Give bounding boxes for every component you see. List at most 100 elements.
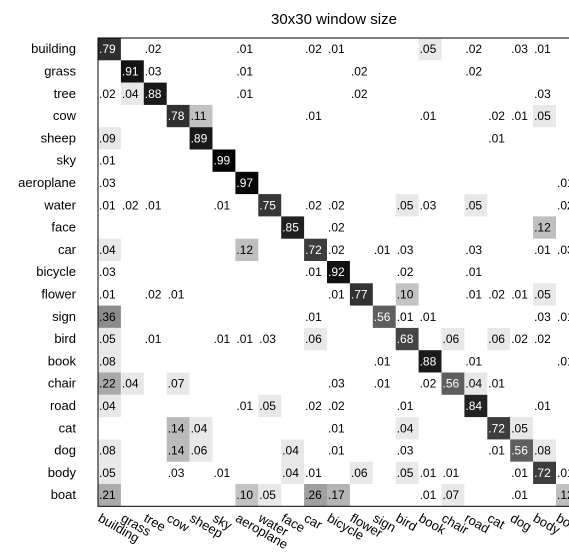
cell-value-label: .88 [145,87,162,101]
cell-value-label: .02 [99,87,116,101]
cell-value-label: .01 [511,466,528,480]
row-label: cat [59,420,77,435]
cell-value-label: .09 [99,131,116,145]
cell-value-label: .03 [397,444,414,458]
cell-value-label: .02 [511,332,528,346]
heatmap-cell [212,149,236,172]
cell-value-label: .01 [214,466,231,480]
cell-value-label: .08 [99,354,116,368]
cell-value-label: .01 [511,287,528,301]
heatmap-cell [441,484,465,507]
cell-value-label: .01 [328,287,345,301]
cell-value-label: .03 [328,377,345,391]
heatmap-cell [166,439,190,462]
heatmap-cell [349,283,373,306]
heatmap-cell [533,461,556,484]
cell-value-label: .01 [214,198,231,212]
cell-value-label: .05 [259,399,276,413]
heatmap-cell [189,439,213,462]
row-label: dog [54,443,76,458]
cell-value-label: .01 [397,399,414,413]
column-label: dog [508,510,534,534]
cell-value-label: .02 [145,42,162,56]
heatmap-cells: .79 .02 .01 .02 .01 .05 .02 .03 .01 .91 .03 .01 .02.… [98,38,569,507]
heatmap-cell [189,127,213,150]
heatmap-cell [120,82,144,105]
row-label: bicycle [36,264,76,279]
cell-value-label: .78 [168,109,185,123]
cell-value-label: .26 [305,488,322,502]
cell-value-label: .02 [351,87,368,101]
heatmap-cell [327,261,350,284]
cell-value-label: .56 [443,377,460,391]
cell-value-label: .04 [191,421,208,435]
cell-value-label: .68 [397,332,414,346]
cell-value-label: .01 [534,399,551,413]
heatmap-cell [235,484,259,507]
heatmap-cell [533,216,556,239]
matrix-frame [97,37,569,507]
cell-value-label: .77 [351,287,368,301]
cell-value-label: .01 [99,198,116,212]
cell-value-label: .02 [488,109,505,123]
cell-value-label: .01 [168,287,185,301]
heatmap-cell [189,104,213,128]
cell-value-label: .08 [99,444,116,458]
cell-value-label: .01 [145,332,162,346]
cell-value-label: .01 [557,176,569,190]
cell-value-label: .12 [236,243,253,257]
cell-value-label: .06 [443,332,460,346]
cell-value-label: .56 [511,444,528,458]
row-label: aeroplane [18,175,76,190]
heatmap-cell [98,350,121,373]
cell-value-label: .97 [236,176,253,190]
row-label: flower [41,286,76,301]
cell-value-label: .01 [305,466,322,480]
heatmap-cell [98,127,121,150]
cell-value-label: .05 [534,109,551,123]
chart-title: 30x30 window size [271,11,397,28]
cell-value-label: .02 [328,221,345,235]
cell-value-label: .03 [557,243,569,257]
row-label: car [58,242,77,257]
cell-value-label: .36 [99,310,116,324]
cell-value-label: .01 [420,109,437,123]
row-labels: building grass tree cow sheep sky aeroplane wat… [18,41,76,502]
heatmap-cell [98,439,121,462]
heatmap-cell [143,82,167,105]
cell-value-label: .01 [420,310,437,324]
cell-value-label: .03 [145,64,162,78]
heatmap-cell [98,372,121,395]
heatmap-cell [98,238,121,261]
cell-value-label: .01 [328,42,345,56]
row-label: road [50,398,76,413]
heatmap-cell [120,372,144,395]
cell-value-label: .01 [99,154,116,168]
heatmap-cell [98,461,121,484]
cell-value-label: .01 [99,287,116,301]
cell-value-label: .01 [488,444,505,458]
cell-value-label: .85 [282,221,299,235]
cell-value-label: .02 [328,399,345,413]
cell-value-label: .75 [259,198,276,212]
heatmap-cell [418,38,442,61]
cell-value-label: .01 [305,265,322,279]
cell-value-label: .05 [420,42,437,56]
row-label: boat [51,487,77,502]
cell-value-label: .01 [534,243,551,257]
cell-value-label: .01 [511,488,528,502]
heatmap-cell [533,104,556,128]
cell-value-label: .05 [465,198,482,212]
heatmap-cell [258,484,282,507]
row-label: sky [57,153,77,168]
row-label: body [48,465,77,480]
cell-value-label: .01 [557,466,569,480]
cell-value-label: .04 [282,444,299,458]
cell-value-label: .06 [305,332,322,346]
cell-value-label: .04 [122,87,139,101]
heatmap-cell [166,417,190,440]
cell-value-label: .14 [168,444,185,458]
heatmap-cell [98,484,121,507]
cell-value-label: .02 [305,399,322,413]
